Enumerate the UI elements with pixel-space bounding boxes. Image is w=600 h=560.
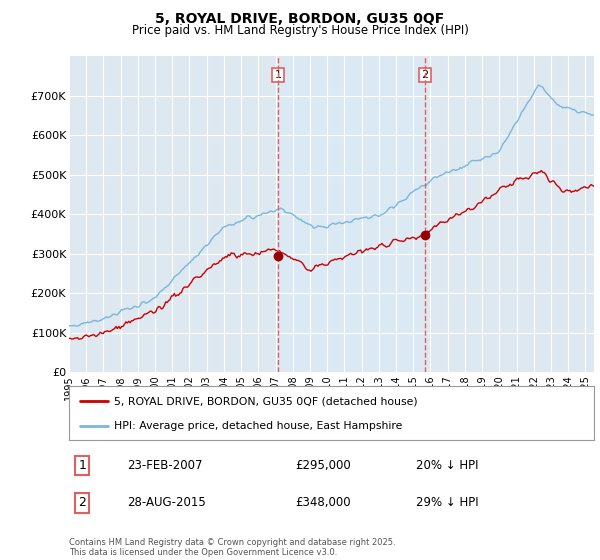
- Text: 5, ROYAL DRIVE, BORDON, GU35 0QF: 5, ROYAL DRIVE, BORDON, GU35 0QF: [155, 12, 445, 26]
- Text: 28-AUG-2015: 28-AUG-2015: [127, 496, 205, 510]
- Text: 23-FEB-2007: 23-FEB-2007: [127, 459, 202, 472]
- Text: Price paid vs. HM Land Registry's House Price Index (HPI): Price paid vs. HM Land Registry's House …: [131, 24, 469, 36]
- Text: 5, ROYAL DRIVE, BORDON, GU35 0QF (detached house): 5, ROYAL DRIVE, BORDON, GU35 0QF (detach…: [113, 396, 417, 407]
- Text: £348,000: £348,000: [295, 496, 350, 510]
- Text: Contains HM Land Registry data © Crown copyright and database right 2025.
This d: Contains HM Land Registry data © Crown c…: [69, 538, 395, 557]
- Bar: [278, 56, 425, 372]
- Text: 2: 2: [421, 70, 428, 80]
- Text: 1: 1: [78, 459, 86, 472]
- Text: 29% ↓ HPI: 29% ↓ HPI: [415, 496, 478, 510]
- Text: 1: 1: [275, 70, 281, 80]
- Text: HPI: Average price, detached house, East Hampshire: HPI: Average price, detached house, East…: [113, 421, 402, 431]
- Text: 20% ↓ HPI: 20% ↓ HPI: [415, 459, 478, 472]
- Text: £295,000: £295,000: [295, 459, 350, 472]
- Text: 2: 2: [78, 496, 86, 510]
